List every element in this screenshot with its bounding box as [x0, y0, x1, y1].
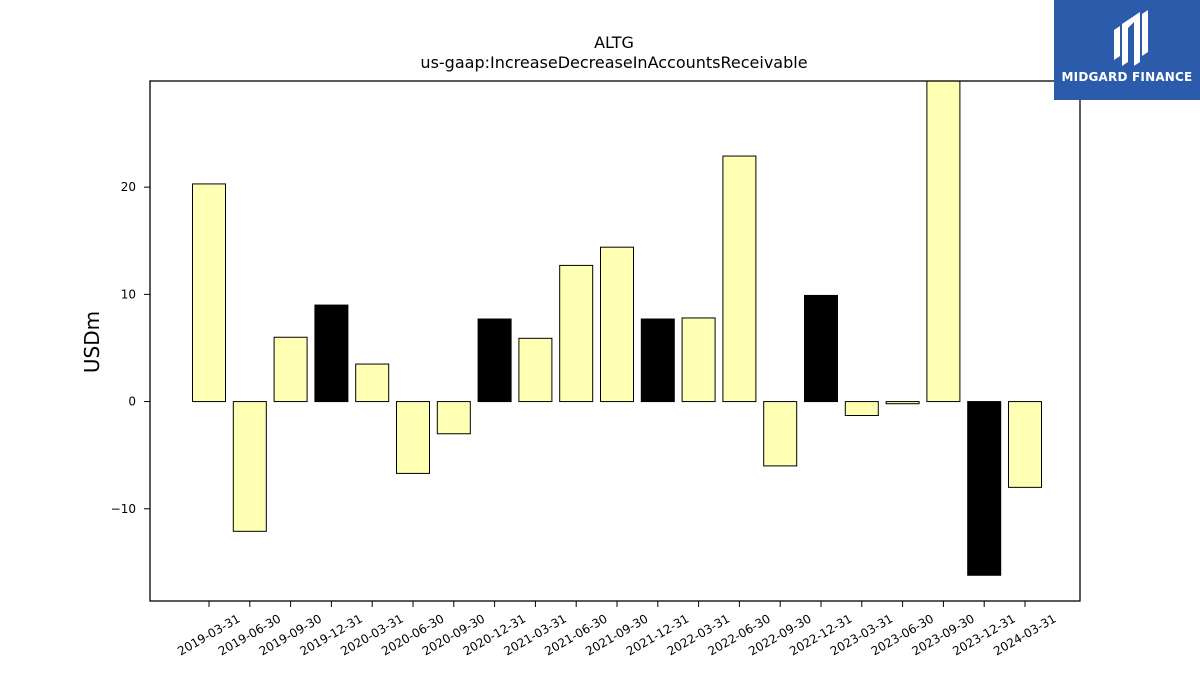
bar-2024-03-31 [1008, 401, 1042, 488]
y-axis-label: USDm [80, 311, 104, 373]
bar-2020-06-30 [396, 401, 430, 474]
bar-2022-09-30 [763, 401, 798, 467]
bar-2021-06-30 [559, 264, 594, 403]
bar-2022-03-31 [681, 317, 716, 403]
y-tick-label: −10 [111, 502, 136, 516]
bar-2021-09-30 [600, 246, 634, 403]
bar-2023-12-31 [967, 401, 1002, 576]
brand-logo: MIDGARD FINANCE [1054, 0, 1200, 100]
bar-2023-03-31 [844, 401, 879, 417]
bar-2020-12-31 [477, 318, 512, 403]
bar-2023-09-30 [926, 81, 961, 403]
bar-2021-12-31 [640, 318, 675, 403]
chart-title: ALTG [594, 33, 634, 52]
bar-2022-12-31 [804, 294, 838, 403]
chart-subtitle: us-gaap:IncreaseDecreaseInAccountsReceiv… [420, 53, 807, 72]
bar-2023-06-30 [885, 401, 920, 405]
bar-2019-12-31 [314, 304, 349, 403]
bar-2020-03-31 [355, 363, 390, 403]
bar-2019-06-30 [232, 401, 267, 532]
bar-2019-03-31 [192, 183, 226, 403]
bar-2019-09-30 [273, 336, 308, 403]
bar-2020-09-30 [436, 401, 471, 435]
brand-name: MIDGARD FINANCE [1061, 70, 1193, 84]
bars-group [192, 81, 1042, 576]
y-tick-label: 0 [128, 395, 136, 409]
bar-2021-03-31 [518, 337, 553, 403]
bar-2022-06-30 [722, 155, 757, 403]
x-axis-ticks: 2019-03-312019-06-302019-09-302019-12-31… [175, 601, 1059, 658]
y-axis-ticks: −10 0 10 20 [111, 180, 150, 516]
y-tick-label: 10 [121, 287, 136, 301]
logo-icon [1114, 10, 1148, 66]
plot-frame [149, 80, 1081, 602]
y-tick-label: 20 [121, 180, 136, 194]
